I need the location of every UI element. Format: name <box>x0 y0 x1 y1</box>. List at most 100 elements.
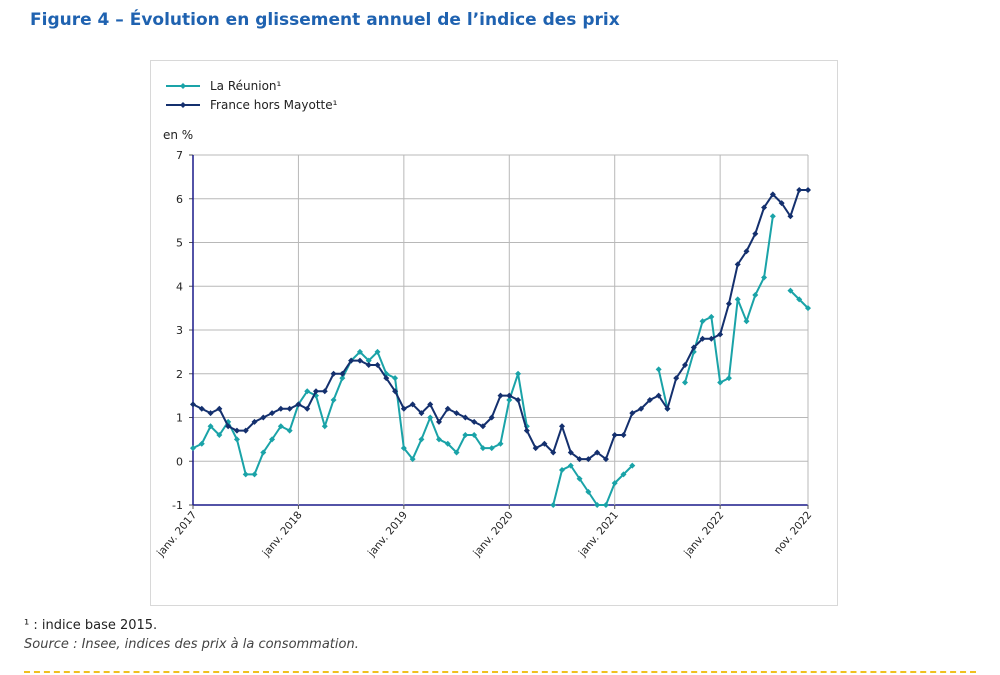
data-point <box>620 471 627 478</box>
data-point <box>796 187 803 193</box>
data-point <box>655 392 662 399</box>
y-tick-label: 2 <box>176 368 183 381</box>
data-point <box>444 440 451 447</box>
data-point <box>207 410 214 417</box>
data-point <box>418 410 425 417</box>
data-point <box>620 432 627 438</box>
data-point <box>286 427 293 434</box>
y-tick-label: 0 <box>176 455 183 468</box>
data-point <box>356 348 363 355</box>
dashed-divider <box>24 671 976 673</box>
data-point <box>295 401 302 408</box>
legend-label: La Réunion¹ <box>210 79 282 93</box>
data-point <box>708 335 715 342</box>
data-point <box>286 405 293 412</box>
data-point <box>330 370 337 377</box>
data-point <box>216 432 223 438</box>
data-point <box>567 462 574 469</box>
data-point <box>559 423 565 430</box>
data-point <box>559 467 565 473</box>
data-point <box>242 427 249 434</box>
series-line-0 <box>657 369 669 409</box>
data-point <box>576 475 583 482</box>
data-point <box>717 331 724 338</box>
data-point <box>629 462 636 469</box>
data-point <box>594 449 601 456</box>
data-point <box>198 440 205 447</box>
data-point <box>646 397 653 403</box>
data-point <box>471 418 478 425</box>
data-point <box>682 362 688 368</box>
data-point <box>260 449 267 456</box>
y-tick-label: -1 <box>172 499 183 512</box>
data-point <box>743 248 750 255</box>
series-line-1 <box>192 189 808 461</box>
data-point <box>453 410 460 417</box>
data-point <box>734 261 741 268</box>
data-point <box>725 375 732 382</box>
data-point <box>251 471 258 478</box>
data-point <box>383 375 390 382</box>
data-point <box>392 388 399 395</box>
data-point <box>778 200 785 207</box>
data-point <box>198 405 205 412</box>
x-tick-label: janv. 2022 <box>681 509 726 559</box>
data-point <box>532 445 539 452</box>
data-point <box>374 348 381 355</box>
data-point <box>418 436 425 443</box>
y-tick-label: 3 <box>176 324 183 337</box>
data-point <box>207 423 214 430</box>
data-point <box>611 432 618 438</box>
y-axis-label: en % <box>163 128 193 142</box>
data-point <box>269 410 276 417</box>
data-point <box>629 410 636 417</box>
data-point <box>699 318 706 325</box>
data-point <box>682 379 688 386</box>
legend-marker <box>180 102 186 108</box>
y-tick-label: 1 <box>176 412 183 425</box>
x-tick-label: janv. 2021 <box>576 509 621 559</box>
x-tick-label: janv. 2018 <box>260 509 305 559</box>
data-point <box>743 318 750 325</box>
data-point <box>479 423 486 430</box>
data-point <box>497 440 504 447</box>
data-point <box>708 313 715 320</box>
data-point <box>611 480 618 487</box>
data-point <box>550 502 557 508</box>
data-point <box>638 405 645 412</box>
data-point <box>567 449 574 456</box>
data-point <box>515 370 522 377</box>
data-point <box>699 335 706 342</box>
data-point <box>488 414 495 421</box>
footnote: ¹ : indice base 2015. <box>24 618 158 633</box>
data-point <box>427 401 434 408</box>
data-point <box>374 362 381 368</box>
data-point <box>673 375 680 382</box>
data-point <box>479 445 486 452</box>
data-point <box>356 357 363 364</box>
data-point <box>541 440 548 447</box>
data-point <box>269 436 276 443</box>
data-point <box>752 292 759 298</box>
data-point <box>330 397 337 403</box>
data-point <box>365 357 372 364</box>
data-point <box>444 405 451 412</box>
data-point <box>761 204 768 211</box>
data-point <box>365 362 372 368</box>
data-point <box>233 427 240 434</box>
data-point <box>602 456 609 463</box>
data-point <box>427 414 434 421</box>
data-point <box>216 405 223 412</box>
data-point <box>339 375 346 382</box>
data-point <box>277 423 284 430</box>
data-point <box>585 456 592 463</box>
data-point <box>497 392 504 399</box>
data-point <box>488 445 495 452</box>
data-point <box>400 405 407 412</box>
data-point <box>392 375 399 382</box>
data-point <box>506 392 513 399</box>
legend-marker <box>180 83 186 89</box>
source-note: Source : Insee, indices des prix à la co… <box>24 637 359 652</box>
y-tick-label: 6 <box>176 193 183 206</box>
data-point <box>734 296 741 303</box>
